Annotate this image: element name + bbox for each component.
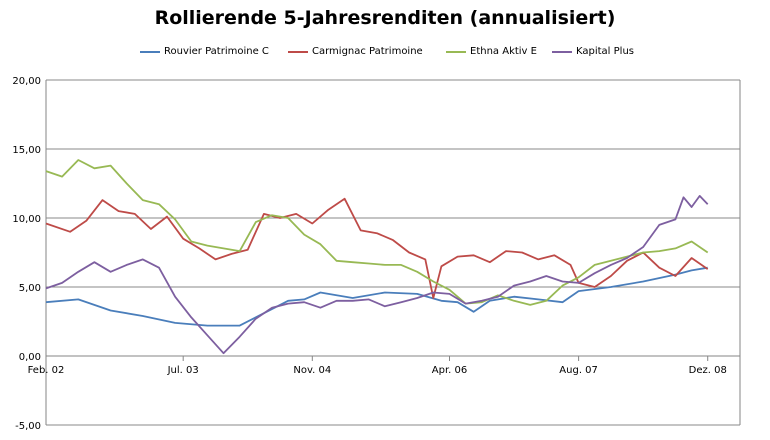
x-tick-label: Dez. 08 bbox=[689, 365, 727, 376]
x-tick-label: Feb. 02 bbox=[28, 365, 65, 376]
y-tick-label: 15,00 bbox=[12, 145, 41, 156]
y-tick-label: 10,00 bbox=[12, 214, 41, 225]
series-line-ethna-aktiv-e bbox=[45, 159, 709, 306]
chart-title: Rollierende 5-Jahresrenditen (annualisie… bbox=[154, 7, 616, 29]
legend-swatch-carmignac bbox=[288, 50, 308, 53]
legend-swatch-ethna bbox=[446, 50, 466, 53]
legend: Rouvier Patrimoine C Carmignac Patrimoin… bbox=[0, 46, 770, 64]
x-tick-label: Nov. 04 bbox=[293, 365, 331, 376]
x-tick-label: Aug. 07 bbox=[559, 365, 598, 376]
legend-swatch-kapital bbox=[552, 50, 572, 53]
y-tick-label: 5,00 bbox=[19, 283, 41, 294]
legend-label-rouvier: Rouvier Patrimoine C bbox=[164, 46, 269, 57]
legend-label-ethna: Ethna Aktiv E bbox=[470, 46, 537, 57]
y-tick-label: 0,00 bbox=[19, 352, 41, 363]
y-tick-label: 20,00 bbox=[12, 76, 41, 87]
x-tick-label: Apr. 06 bbox=[432, 365, 467, 376]
legend-item-kapital: Kapital Plus bbox=[552, 46, 634, 57]
legend-label-carmignac: Carmignac Patrimoine bbox=[312, 46, 423, 57]
legend-swatch-rouvier bbox=[140, 50, 160, 53]
legend-label-kapital: Kapital Plus bbox=[576, 46, 634, 57]
series-line-kapital-plus bbox=[45, 194, 709, 355]
legend-item-carmignac: Carmignac Patrimoine bbox=[288, 46, 423, 57]
series-line-carmignac-patrimoine bbox=[45, 197, 709, 299]
series-line-rouvier-patrimoine-c bbox=[45, 266, 708, 327]
y-tick-label: -5,00 bbox=[15, 421, 41, 432]
legend-item-rouvier: Rouvier Patrimoine C bbox=[140, 46, 269, 57]
legend-item-ethna: Ethna Aktiv E bbox=[446, 46, 537, 57]
x-tick-label: Jul. 03 bbox=[167, 365, 199, 376]
